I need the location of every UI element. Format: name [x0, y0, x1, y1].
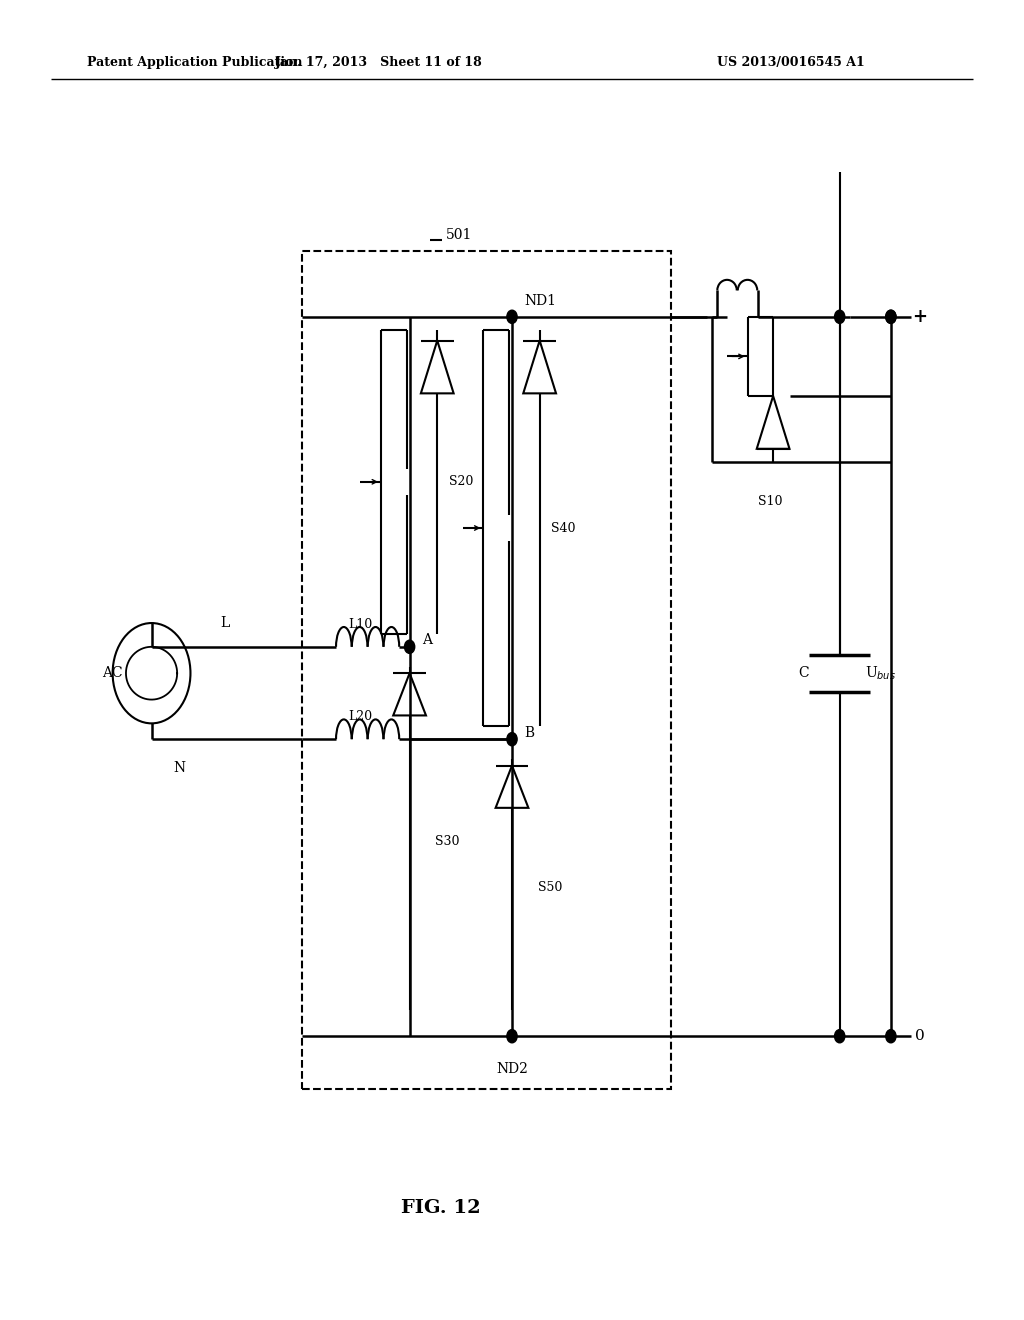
Circle shape — [404, 640, 415, 653]
Circle shape — [507, 1030, 517, 1043]
Text: S40: S40 — [551, 521, 575, 535]
Circle shape — [835, 1030, 845, 1043]
Text: C: C — [799, 667, 809, 680]
Text: A: A — [422, 634, 432, 647]
Text: B: B — [524, 726, 535, 739]
Text: +: + — [912, 308, 927, 326]
Circle shape — [886, 310, 896, 323]
Text: AC: AC — [102, 667, 123, 680]
Circle shape — [886, 310, 896, 323]
Text: L10: L10 — [348, 618, 373, 631]
Circle shape — [507, 310, 517, 323]
Text: S20: S20 — [449, 475, 473, 488]
Circle shape — [835, 310, 845, 323]
Text: N: N — [173, 762, 185, 775]
Text: Jan. 17, 2013   Sheet 11 of 18: Jan. 17, 2013 Sheet 11 of 18 — [275, 55, 482, 69]
Text: L20: L20 — [348, 710, 373, 723]
Text: S30: S30 — [435, 836, 460, 847]
Text: ND2: ND2 — [496, 1063, 528, 1076]
Text: 0: 0 — [914, 1030, 925, 1043]
Circle shape — [507, 733, 517, 746]
Text: ND1: ND1 — [524, 294, 556, 308]
Text: U$_{bus}$: U$_{bus}$ — [865, 664, 896, 682]
Bar — [302, 251, 671, 1089]
Text: S50: S50 — [538, 882, 562, 894]
Text: S10: S10 — [758, 495, 782, 508]
Text: L: L — [220, 616, 230, 630]
Text: US 2013/0016545 A1: US 2013/0016545 A1 — [717, 55, 864, 69]
Text: Patent Application Publication: Patent Application Publication — [87, 55, 302, 69]
Text: 501: 501 — [445, 228, 472, 242]
Text: FIG. 12: FIG. 12 — [400, 1199, 480, 1217]
Circle shape — [886, 1030, 896, 1043]
